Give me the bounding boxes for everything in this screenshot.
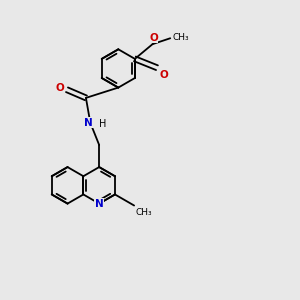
Text: CH₃: CH₃ (172, 33, 189, 42)
Text: N: N (85, 118, 93, 128)
Text: N: N (95, 199, 103, 208)
Text: CH₃: CH₃ (136, 208, 152, 217)
Text: H: H (99, 119, 106, 129)
Text: O: O (159, 70, 168, 80)
Text: O: O (55, 83, 64, 93)
Text: O: O (149, 33, 158, 43)
